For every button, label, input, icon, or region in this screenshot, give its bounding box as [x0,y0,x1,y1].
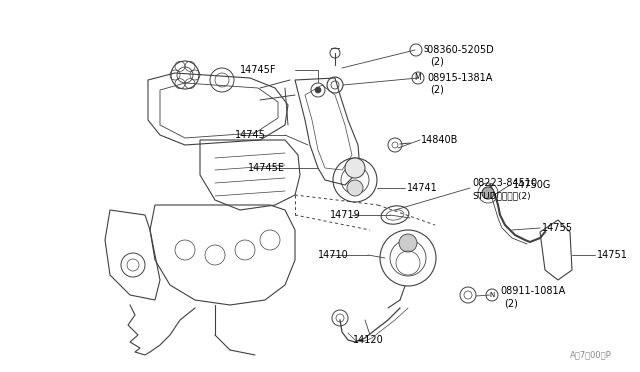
Text: 14120: 14120 [353,335,384,345]
Text: S: S [424,45,429,55]
Text: 08911-1081A: 08911-1081A [500,286,565,296]
Text: (2): (2) [430,85,444,95]
Text: (2): (2) [504,298,518,308]
Circle shape [399,234,417,252]
Text: 14741: 14741 [407,183,438,193]
Text: 08360-5205D: 08360-5205D [424,45,493,55]
Text: 14745F: 14745F [240,65,276,75]
Text: 14710: 14710 [318,250,349,260]
Text: 14745E: 14745E [248,163,285,173]
Circle shape [347,180,363,196]
Text: 08223-84510: 08223-84510 [472,178,537,188]
Circle shape [345,158,365,178]
Text: 08915-1381A: 08915-1381A [427,73,492,83]
Text: 14745: 14745 [235,130,266,140]
Circle shape [482,187,494,199]
Text: 14840B: 14840B [421,135,458,145]
Text: 14755: 14755 [542,223,573,233]
Text: A・7　00・P: A・7 00・P [570,350,612,359]
Text: 14751: 14751 [597,250,628,260]
Text: 14750G: 14750G [513,180,552,190]
Text: N: N [490,292,495,298]
Text: STUDスタッド(2): STUDスタッド(2) [472,192,531,201]
Text: M: M [415,74,421,83]
Text: 14719: 14719 [330,210,361,220]
Circle shape [315,87,321,93]
Text: (2): (2) [430,57,444,67]
